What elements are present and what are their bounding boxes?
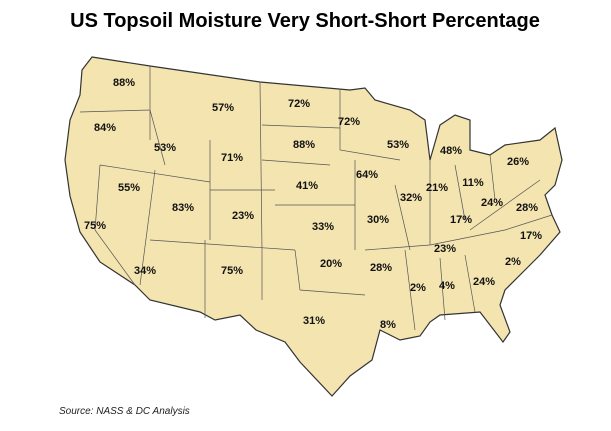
- map-title: US Topsoil Moisture Very Short-Short Per…: [70, 10, 540, 32]
- state-value: 28%: [516, 202, 538, 214]
- state-value: 21%: [426, 182, 448, 194]
- state-value: 34%: [134, 265, 156, 277]
- state-value: 64%: [356, 169, 378, 181]
- state-value: 24%: [473, 276, 495, 288]
- state-borders: [79, 66, 553, 331]
- state-value: 11%: [462, 177, 484, 189]
- state-value: 33%: [312, 221, 334, 233]
- state-value: 26%: [507, 156, 529, 168]
- state-value: 41%: [296, 180, 318, 192]
- source-note: Source: NASS & DC Analysis: [59, 406, 190, 417]
- state-value: 75%: [84, 220, 106, 232]
- state-value: 72%: [338, 116, 360, 128]
- state-value: 72%: [288, 98, 310, 110]
- state-value: 88%: [293, 139, 315, 151]
- state-value: 31%: [303, 315, 325, 327]
- state-value: 2%: [410, 282, 426, 294]
- state-value: 83%: [172, 202, 194, 214]
- state-value: 28%: [370, 262, 392, 274]
- state-value: 75%: [221, 265, 243, 277]
- state-value: 53%: [387, 139, 409, 151]
- state-value: 84%: [94, 122, 116, 134]
- state-value: 17%: [450, 214, 472, 226]
- state-value: 32%: [400, 192, 422, 204]
- state-value: 17%: [520, 230, 542, 242]
- state-value: 53%: [154, 142, 176, 154]
- state-value: 71%: [221, 152, 243, 164]
- state-value: 57%: [212, 102, 234, 114]
- state-value: 23%: [434, 243, 456, 255]
- state-value: 48%: [440, 145, 462, 157]
- state-value: 23%: [232, 210, 254, 222]
- state-value: 88%: [113, 77, 135, 89]
- state-value: 55%: [118, 182, 140, 194]
- state-value: 30%: [367, 214, 389, 226]
- state-value: 20%: [320, 258, 342, 270]
- state-value: 4%: [439, 280, 455, 292]
- state-value: 2%: [505, 256, 521, 268]
- state-value: 8%: [380, 319, 396, 331]
- state-value: 24%: [481, 197, 503, 209]
- us-outline: [64, 56, 563, 397]
